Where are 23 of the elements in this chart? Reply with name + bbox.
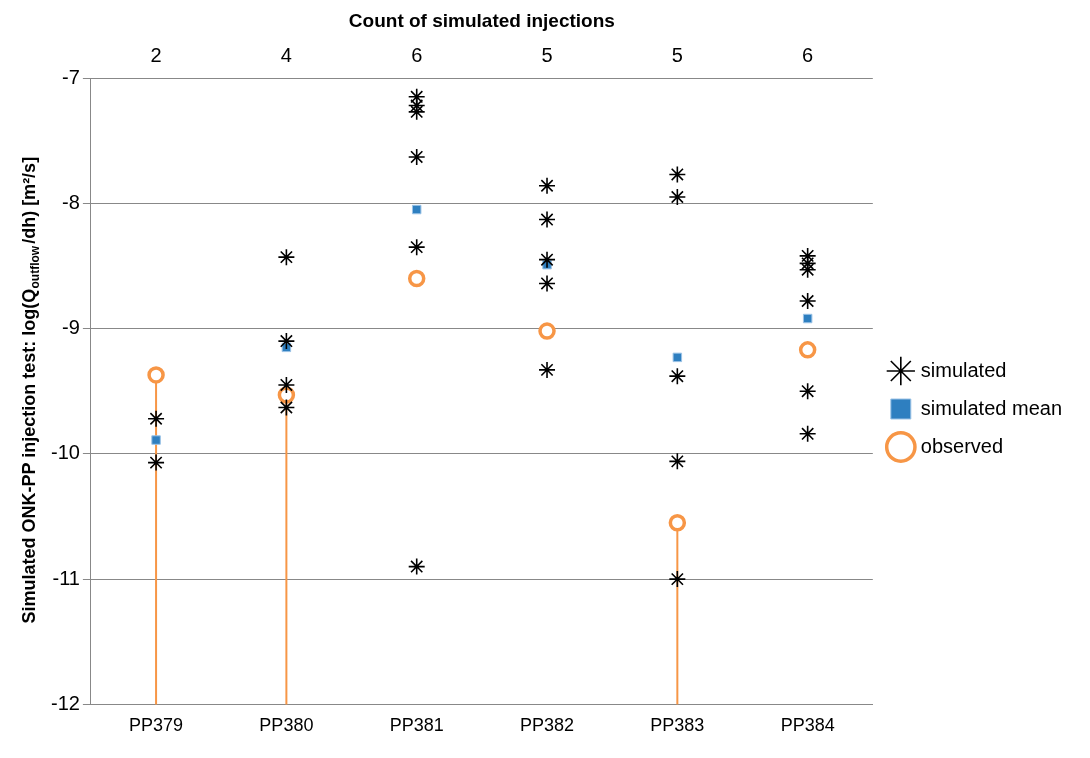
x-tick-label: PP382 (520, 715, 575, 736)
legend-label: simulated mean (920, 396, 1063, 419)
x-tick-label: PP379 (129, 715, 184, 736)
y-tick-label: -11 (52, 566, 80, 589)
y-axis-title: Simulated ONK-PP injection test: log(Qoutflow/dh) [m²/s] (18, 156, 43, 624)
x2-axis-title: Count of simulated injections (348, 9, 615, 31)
x-tick-label: PP380 (259, 715, 314, 736)
y-tick-label: -10 (51, 441, 80, 464)
y-tick-label: -9 (62, 316, 80, 339)
text: 6 (411, 43, 423, 66)
legend-label: observed (920, 434, 1004, 457)
text: 5 (671, 43, 683, 66)
x-tick-label: PP383 (650, 715, 705, 736)
text: 4 (280, 43, 292, 66)
text: 2 (150, 43, 162, 66)
y-tick-label: -12 (51, 691, 80, 714)
y-tick-label: -8 (62, 190, 80, 213)
text: 5 (541, 43, 553, 66)
x-tick-label: PP384 (780, 715, 835, 736)
text: 6 (802, 43, 814, 66)
y-tick-label: -7 (62, 65, 80, 88)
legend-label: simulated (920, 358, 1007, 381)
x-tick-label: PP381 (389, 715, 444, 736)
